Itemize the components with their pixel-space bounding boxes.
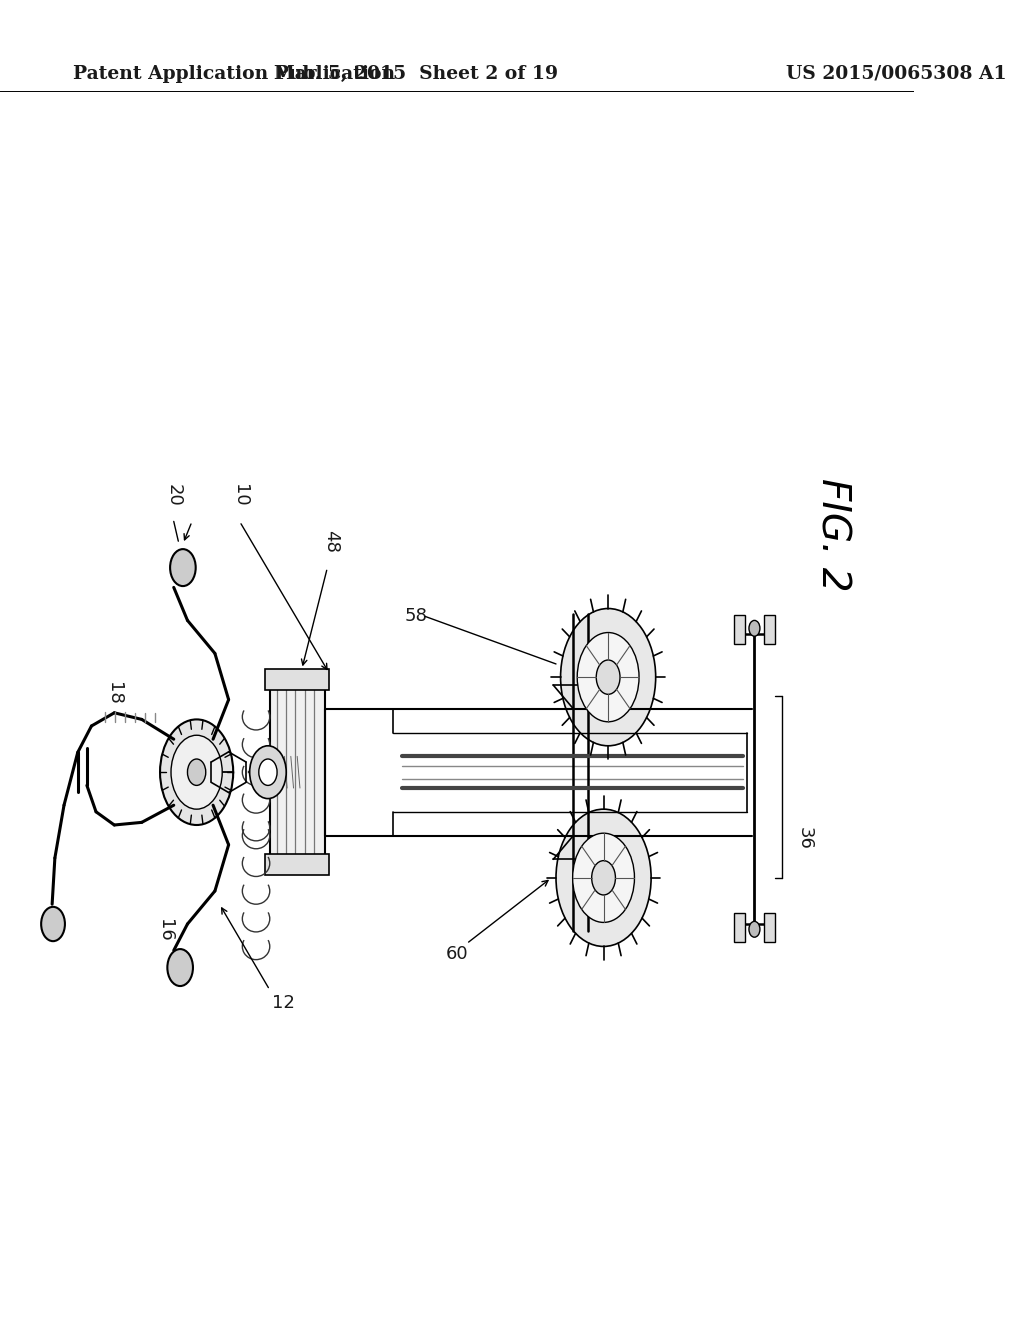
Text: FIG. 2: FIG. 2 (813, 478, 851, 591)
Circle shape (170, 549, 196, 586)
Circle shape (187, 759, 206, 785)
Circle shape (592, 861, 615, 895)
Circle shape (572, 833, 635, 923)
Circle shape (556, 809, 651, 946)
Text: 60: 60 (445, 945, 469, 964)
Circle shape (749, 620, 760, 636)
Circle shape (160, 719, 233, 825)
Circle shape (171, 735, 222, 809)
Text: 36: 36 (796, 826, 814, 850)
Circle shape (560, 609, 655, 746)
Bar (734, 615, 745, 644)
Circle shape (41, 907, 65, 941)
Bar (764, 615, 774, 644)
Bar (734, 913, 745, 942)
Text: 20: 20 (165, 483, 182, 507)
Text: 10: 10 (230, 483, 249, 507)
Text: 18: 18 (105, 681, 123, 705)
Text: 16: 16 (156, 919, 174, 942)
Circle shape (596, 660, 620, 694)
Circle shape (259, 759, 278, 785)
Text: US 2015/0065308 A1: US 2015/0065308 A1 (786, 65, 1007, 83)
Text: Mar. 5, 2015  Sheet 2 of 19: Mar. 5, 2015 Sheet 2 of 19 (274, 65, 558, 83)
Circle shape (578, 632, 639, 722)
Text: 48: 48 (322, 529, 340, 553)
Bar (265, 854, 329, 875)
Bar (269, 680, 325, 865)
Bar (265, 669, 329, 690)
Bar (764, 913, 774, 942)
Circle shape (167, 949, 193, 986)
Text: 12: 12 (272, 994, 295, 1012)
Circle shape (749, 921, 760, 937)
Text: 58: 58 (404, 607, 428, 626)
Circle shape (250, 746, 287, 799)
Text: Patent Application Publication: Patent Application Publication (73, 65, 395, 83)
